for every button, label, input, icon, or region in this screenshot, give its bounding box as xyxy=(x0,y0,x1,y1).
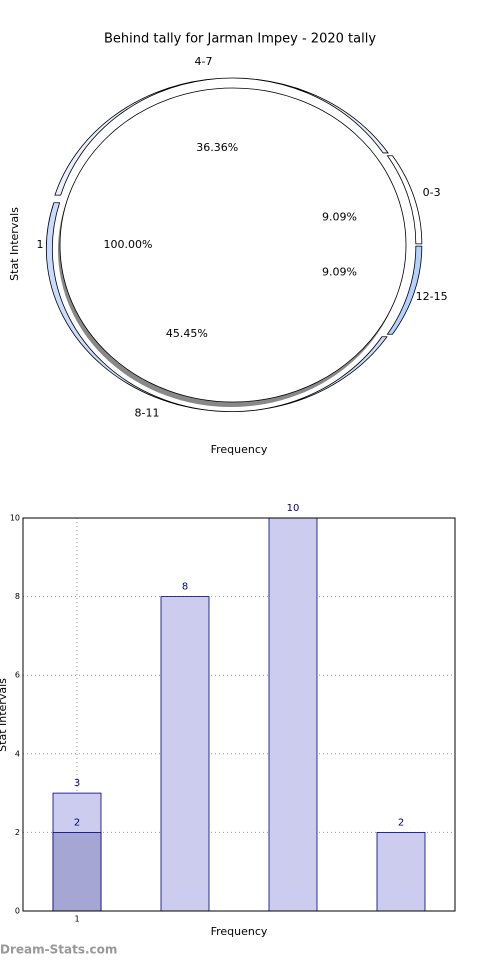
x-axis-label: Frequency xyxy=(211,925,268,938)
y-tick-label: 8 xyxy=(15,592,20,601)
watermark: Dream-Stats.com xyxy=(0,943,117,957)
pie-slice xyxy=(59,87,407,403)
y-tick-label: 10 xyxy=(10,514,20,523)
x-axis-label: Frequency xyxy=(211,443,268,456)
value-label: 10 xyxy=(287,503,300,514)
value-label: 9.09% xyxy=(322,210,357,223)
value-label: 100.00% xyxy=(104,238,153,251)
bar xyxy=(52,832,102,912)
y-axis-label: Stat Intervals xyxy=(8,207,21,281)
ring-slice xyxy=(54,77,389,196)
value-label: 2 xyxy=(398,817,404,828)
value-label: 45.45% xyxy=(166,327,208,340)
value-label: 2 xyxy=(74,817,80,828)
y-tick-label: 2 xyxy=(15,828,20,837)
slice-label: 12-15 xyxy=(416,290,448,303)
y-tick-label: 4 xyxy=(15,749,20,758)
ring-slice xyxy=(45,202,388,413)
slice-label: 4-7 xyxy=(195,55,213,68)
bar xyxy=(160,596,210,912)
value-label: 9.09% xyxy=(322,266,357,279)
y-axis-label: Stat Intervals xyxy=(0,678,9,752)
ring-slice xyxy=(386,245,423,335)
value-label: 36.36% xyxy=(196,141,238,154)
plot-frame xyxy=(22,517,456,912)
y-tick-label: 0 xyxy=(15,907,20,916)
slice-label: 1 xyxy=(37,238,44,251)
chart-title: Behind tally for Jarman Impey - 2020 tal… xyxy=(104,32,376,47)
y-tick-label: 6 xyxy=(15,671,20,680)
value-label: 8 xyxy=(182,582,188,593)
slice-label: 8-11 xyxy=(135,406,160,419)
bar xyxy=(376,832,426,912)
slice-label: 0-3 xyxy=(423,186,441,199)
value-label: 3 xyxy=(74,778,80,789)
x-tick-label: 1 xyxy=(74,915,79,924)
bar xyxy=(268,517,318,912)
ring-slice xyxy=(386,155,423,245)
